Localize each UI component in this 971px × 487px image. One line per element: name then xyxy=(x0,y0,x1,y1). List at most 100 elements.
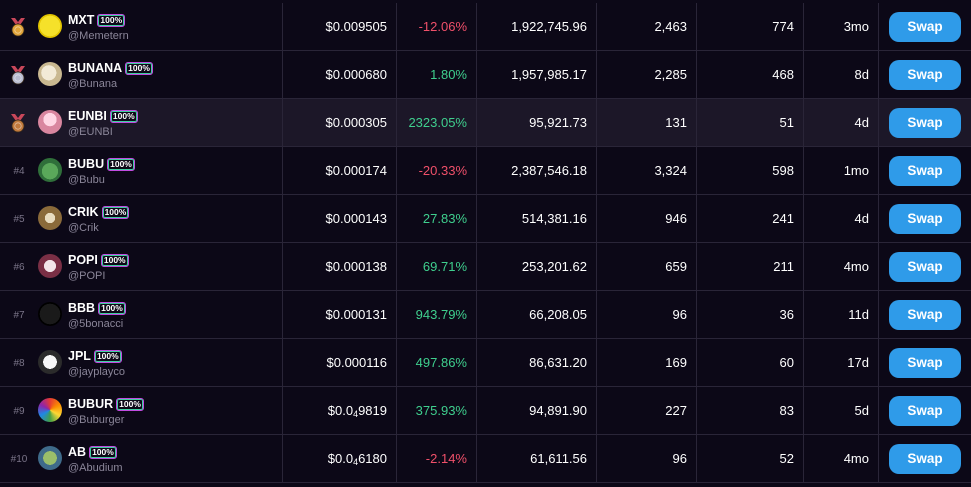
change-value: 1.80% xyxy=(430,67,467,82)
age-cell: 17d xyxy=(804,339,879,386)
table-row[interactable]: #7 BBB 100% @5bonacci $0.000131 943.79% … xyxy=(0,291,971,339)
score-badge: 100% xyxy=(101,205,130,219)
table-row[interactable]: EUNBI 100% @EUNBI $0.000305 2323.05% 95,… xyxy=(0,99,971,147)
age-value: 3mo xyxy=(843,19,869,34)
silver-medal-icon xyxy=(9,65,27,85)
token-cell[interactable]: #6 POPI 100% @POPI xyxy=(0,243,283,290)
penguin-icon xyxy=(38,350,62,374)
volume-value: 253,201.62 xyxy=(521,259,587,274)
volume-cell: 2,387,546.18 xyxy=(477,147,597,194)
swap-button[interactable]: Swap xyxy=(889,299,961,330)
token-cell[interactable]: #4 BUBU 100% @Bubu xyxy=(0,147,283,194)
token-cell[interactable]: BUNANA 100% @Bunana xyxy=(0,51,283,98)
transactions-cell: 659 xyxy=(597,243,697,290)
transactions-cell: 3,324 xyxy=(597,147,697,194)
holders-value: 51 xyxy=(779,115,794,130)
swap-button[interactable]: Swap xyxy=(889,443,961,474)
token-cell[interactable]: #7 BBB 100% @5bonacci xyxy=(0,291,283,338)
transactions-value: 131 xyxy=(665,115,687,130)
swap-cell: Swap xyxy=(879,387,971,434)
table-row[interactable]: #6 POPI 100% @POPI $0.000138 69.71% 253,… xyxy=(0,243,971,291)
table-row[interactable]: BUNANA 100% @Bunana $0.000680 1.80% 1,95… xyxy=(0,51,971,99)
swap-button[interactable]: Swap xyxy=(889,11,961,42)
price-value: $0.000305 xyxy=(325,115,387,130)
token-cell[interactable]: #8 JPL 100% @jayplayco xyxy=(0,339,283,386)
price-cell: $0.000174 xyxy=(283,147,397,194)
score-badge: 100% xyxy=(97,13,126,27)
holders-value: 83 xyxy=(779,403,794,418)
token-symbol: BUBU xyxy=(68,157,105,171)
volume-value: 66,208.05 xyxy=(529,307,587,322)
token-handle: @EUNBI xyxy=(68,126,113,138)
volume-cell: 94,891.90 xyxy=(477,387,597,434)
transactions-value: 946 xyxy=(665,211,687,226)
age-cell: 8d xyxy=(804,51,879,98)
price-value: $0.046180 xyxy=(327,450,387,467)
swap-cell: Swap xyxy=(879,99,971,146)
token-cell[interactable]: #10 AB 100% @Abudium xyxy=(0,435,283,482)
transactions-cell: 131 xyxy=(597,99,697,146)
holders-cell: 774 xyxy=(697,3,804,50)
meme-coin-icon xyxy=(38,14,62,38)
table-row[interactable]: #9 BUBUR 100% @Buburger $0.049819 375.93… xyxy=(0,387,971,435)
token-cell[interactable]: #5 CRIK 100% @Crik xyxy=(0,195,283,242)
table-row[interactable]: MXT 100% @Memetern $0.009505 -12.06% 1,9… xyxy=(0,3,971,51)
rank-number: #4 xyxy=(13,165,25,177)
holders-cell: 60 xyxy=(697,339,804,386)
change-cell: 2323.05% xyxy=(397,99,477,146)
character-icon xyxy=(38,110,62,134)
change-cell: 497.86% xyxy=(397,339,477,386)
change-value: 375.93% xyxy=(415,403,467,418)
swap-button[interactable]: Swap xyxy=(889,107,961,138)
age-cell: 5d xyxy=(804,387,879,434)
volume-value: 61,611.56 xyxy=(530,451,587,466)
age-value: 4mo xyxy=(843,259,869,274)
rank-number: #5 xyxy=(13,213,25,225)
swap-cell: Swap xyxy=(879,3,971,50)
swap-button[interactable]: Swap xyxy=(889,59,961,90)
transactions-value: 96 xyxy=(672,451,687,466)
swap-button[interactable]: Swap xyxy=(889,251,961,282)
holders-value: 241 xyxy=(772,211,794,226)
change-cell: -2.14% xyxy=(397,435,477,482)
table-row[interactable]: #10 AB 100% @Abudium $0.046180 -2.14% 61… xyxy=(0,435,971,483)
token-cell[interactable]: EUNBI 100% @EUNBI xyxy=(0,99,283,146)
holders-value: 52 xyxy=(779,451,794,466)
age-value: 4d xyxy=(854,115,869,130)
transactions-cell: 96 xyxy=(597,291,697,338)
age-value: 5d xyxy=(854,403,869,418)
token-symbol: JPL xyxy=(68,349,91,363)
cat-icon xyxy=(38,254,62,278)
token-cell[interactable]: #9 BUBUR 100% @Buburger xyxy=(0,387,283,434)
token-handle: @5bonacci xyxy=(68,318,124,330)
price-cell: $0.000138 xyxy=(283,243,397,290)
token-handle: @Buburger xyxy=(68,414,125,426)
banana-icon xyxy=(38,62,62,86)
transactions-value: 659 xyxy=(665,259,687,274)
volume-value: 514,381.16 xyxy=(521,211,587,226)
swap-button[interactable]: Swap xyxy=(889,347,961,378)
burger-icon xyxy=(38,398,62,422)
transactions-value: 227 xyxy=(665,403,687,418)
table-row[interactable]: #8 JPL 100% @jayplayco $0.000116 497.86%… xyxy=(0,339,971,387)
price-cell: $0.009505 xyxy=(283,3,397,50)
change-value: -12.06% xyxy=(418,19,467,34)
lizard-icon xyxy=(38,446,62,470)
volume-cell: 1,922,745.96 xyxy=(477,3,597,50)
table-row[interactable]: #4 BUBU 100% @Bubu $0.000174 -20.33% 2,3… xyxy=(0,147,971,195)
token-symbol: CRIK xyxy=(68,205,99,219)
change-cell: 69.71% xyxy=(397,243,477,290)
holders-cell: 36 xyxy=(697,291,804,338)
score-badge: 100% xyxy=(116,397,144,411)
table-row[interactable]: #5 CRIK 100% @Crik $0.000143 27.83% 514,… xyxy=(0,195,971,243)
change-value: 943.79% xyxy=(415,307,467,322)
age-cell: 4mo xyxy=(804,435,879,482)
swap-button[interactable]: Swap xyxy=(889,155,961,186)
swap-button[interactable]: Swap xyxy=(889,203,961,234)
swap-cell: Swap xyxy=(879,51,971,98)
holders-cell: 468 xyxy=(697,51,804,98)
price-value: $0.000138 xyxy=(325,259,387,274)
swap-button[interactable]: Swap xyxy=(889,395,961,426)
token-cell[interactable]: MXT 100% @Memetern xyxy=(0,3,283,50)
